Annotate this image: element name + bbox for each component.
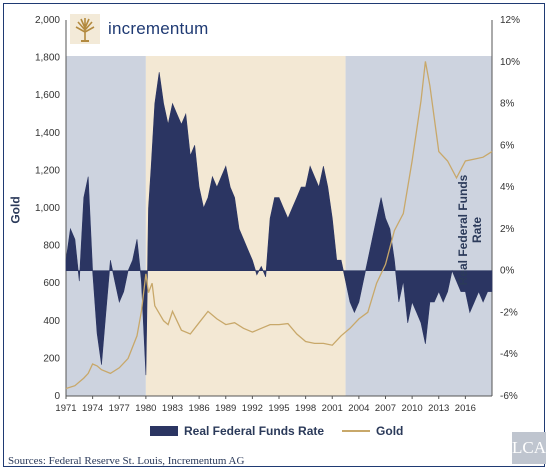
left-tick-label: 800 (43, 241, 60, 252)
legend: Real Federal Funds Rate Gold (150, 424, 403, 438)
legend-label-rate: Real Federal Funds Rate (184, 424, 325, 438)
x-tick-label: 1974 (82, 403, 103, 414)
x-axis: 1971 1974 1977 1980 1983 1986 1989 1992 1995 1998… (55, 396, 476, 414)
legend-swatch-rate (150, 426, 178, 436)
x-tick-label: 1983 (162, 403, 183, 414)
real-federal-funds-rate-series (65, 72, 493, 376)
right-axis: -6% -4% -2% 0% 2% 4% 6% 8% 10% 12% (500, 15, 520, 402)
shaded-period-0 (66, 56, 146, 396)
x-tick-label: 1995 (268, 403, 289, 414)
tree-logo-icon (70, 14, 100, 44)
lca-watermark: LCA (512, 432, 546, 464)
chart-frame (3, 3, 545, 467)
right-tick-label: -4% (500, 349, 518, 360)
x-tick-label: 2007 (375, 403, 396, 414)
right-tick-label: 6% (500, 140, 515, 151)
x-tick-label: 1980 (135, 403, 156, 414)
legend-swatch-gold (342, 430, 371, 432)
left-tick-label: 1,400 (35, 128, 60, 139)
left-axis: 0 200 400 600 800 1,000 1,200 1,400 1,600 1,800 2,… (35, 15, 60, 402)
left-tick-label: 1,600 (35, 90, 60, 101)
left-tick-label: 1,000 (35, 203, 60, 214)
left-tick-label: 400 (43, 316, 60, 327)
brand-name: incrementum (108, 19, 209, 38)
right-tick-label: 8% (500, 99, 515, 110)
x-tick-label: 2013 (428, 403, 449, 414)
x-tick-label: 1989 (215, 403, 236, 414)
rate-area (65, 72, 493, 376)
left-tick-label: 600 (43, 278, 60, 289)
x-tick-label: 1998 (295, 403, 316, 414)
left-tick-label: 1,800 (35, 53, 60, 64)
sources-note: Sources: Federal Reserve St. Louis, Incr… (8, 455, 245, 467)
x-tick-label: 2004 (348, 403, 369, 414)
left-tick-label: 200 (43, 353, 60, 364)
right-tick-label: 2% (500, 224, 515, 235)
right-tick-label: 0% (500, 266, 515, 277)
gold-line (65, 61, 493, 390)
x-tick-label: 2016 (455, 403, 476, 414)
x-tick-label: 1986 (189, 403, 210, 414)
right-tick-label: -2% (500, 307, 518, 318)
legend-label-gold: Gold (376, 424, 404, 438)
x-tick-label: 1992 (242, 403, 263, 414)
incrementum-logo: incrementum (70, 14, 208, 44)
right-tick-label: -6% (500, 391, 518, 402)
right-tick-label: 4% (500, 182, 515, 193)
left-tick-label: 0 (54, 391, 60, 402)
x-tick-label: 1971 (55, 403, 76, 414)
x-tick-label: 1977 (109, 403, 130, 414)
left-axis-label: Gold (8, 196, 23, 224)
left-tick-label: 2,000 (35, 15, 60, 26)
right-tick-label: 12% (500, 15, 520, 26)
left-tick-label: 1,200 (35, 165, 60, 176)
x-tick-label: 2001 (322, 403, 343, 414)
right-tick-label: 10% (500, 57, 520, 68)
gold-series (65, 61, 493, 390)
right-axis-label: Real Federal Funds Rate (456, 174, 484, 286)
x-tick-label: 2010 (402, 403, 423, 414)
